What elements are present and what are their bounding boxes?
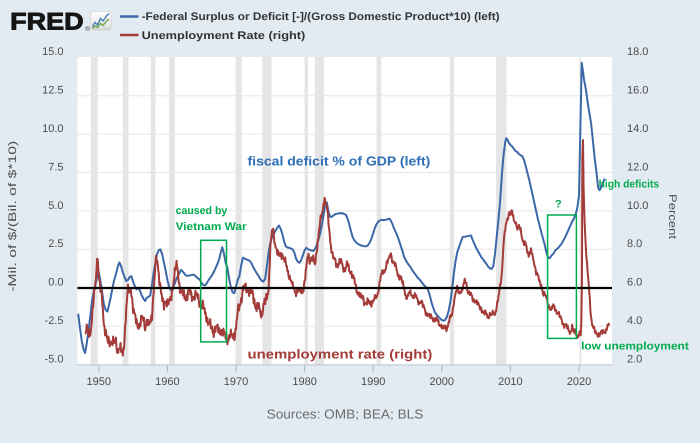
svg-text:-Mil. of $/(Bil. of $*10): -Mil. of $/(Bil. of $*10) (7, 141, 19, 292)
svg-text:caused by: caused by (176, 205, 229, 217)
svg-text:Vietnam War: Vietnam War (176, 221, 248, 233)
svg-text:5.0: 5.0 (48, 200, 63, 212)
svg-text:1990: 1990 (361, 376, 385, 388)
svg-text:2.0: 2.0 (627, 353, 642, 365)
svg-text:FRED: FRED (10, 9, 84, 36)
svg-text:10.0: 10.0 (627, 200, 648, 212)
svg-text:8.0: 8.0 (627, 238, 642, 250)
svg-text:Sources: OMB; BEA; BLS: Sources: OMB; BEA; BLS (267, 407, 424, 422)
svg-text:Unemployment Rate (right): Unemployment Rate (right) (142, 30, 306, 42)
svg-text:fiscal deficit % of GDP (left): fiscal deficit % of GDP (left) (248, 154, 431, 169)
svg-text:2000: 2000 (430, 376, 454, 388)
svg-text:7.5: 7.5 (48, 161, 63, 173)
svg-text:10.0: 10.0 (42, 123, 63, 135)
svg-text:0.0: 0.0 (48, 277, 63, 289)
svg-text:-Federal Surplus or Deficit [-: -Federal Surplus or Deficit [-]/(Gross D… (142, 11, 500, 23)
svg-text:14.0: 14.0 (627, 123, 648, 135)
svg-text:2.5: 2.5 (48, 238, 63, 250)
svg-text:1980: 1980 (292, 376, 316, 388)
svg-text:18.0: 18.0 (627, 46, 648, 58)
svg-text:-2.5: -2.5 (45, 315, 64, 327)
svg-text:1950: 1950 (87, 376, 111, 388)
svg-text:12.5: 12.5 (42, 85, 63, 97)
svg-text:high deficits: high deficits (599, 179, 660, 191)
svg-text:low unemployment: low unemployment (581, 341, 689, 353)
svg-text:1970: 1970 (224, 376, 248, 388)
svg-text:16.0: 16.0 (627, 85, 648, 97)
svg-text:?: ? (555, 199, 562, 211)
svg-text:15.0: 15.0 (42, 46, 63, 58)
svg-text:6.0: 6.0 (627, 277, 642, 289)
svg-text:12.0: 12.0 (627, 161, 648, 173)
svg-text:-5.0: -5.0 (45, 353, 64, 365)
svg-text:unemployment rate (right): unemployment rate (right) (248, 347, 433, 362)
svg-text:4.0: 4.0 (627, 315, 642, 327)
svg-text:Percent: Percent (666, 194, 678, 239)
svg-text:1960: 1960 (155, 376, 179, 388)
svg-text:2020: 2020 (567, 376, 591, 388)
svg-text:2010: 2010 (498, 376, 522, 388)
svg-text:®: ® (85, 26, 91, 33)
